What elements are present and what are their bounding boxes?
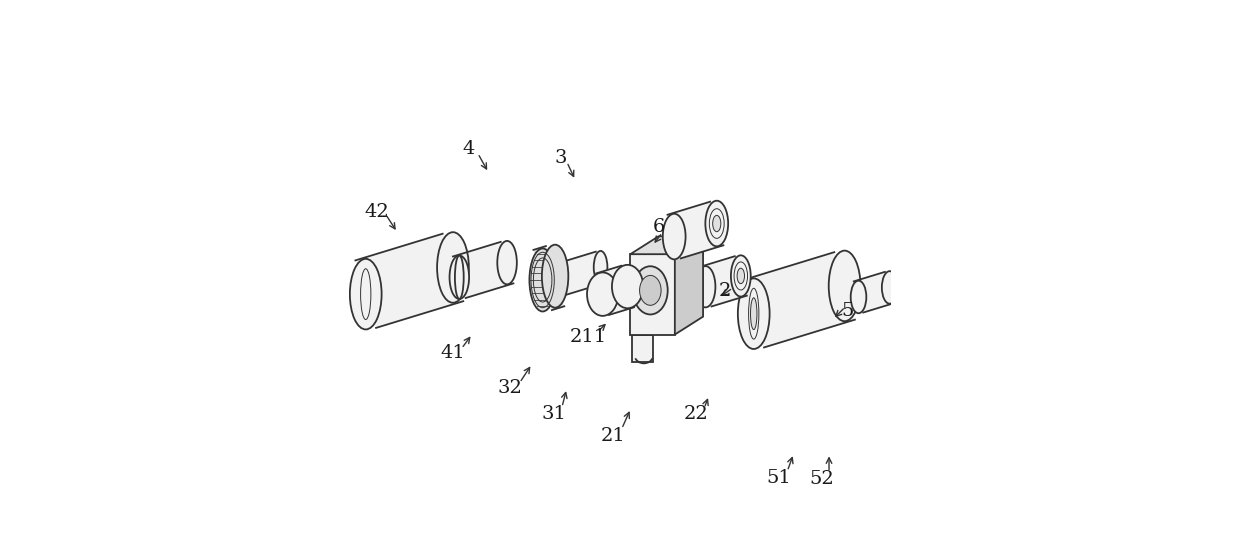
Text: 6: 6	[653, 218, 666, 236]
Ellipse shape	[640, 275, 661, 305]
Polygon shape	[667, 202, 723, 258]
Ellipse shape	[738, 279, 770, 349]
Text: 52: 52	[810, 470, 835, 488]
Ellipse shape	[529, 249, 556, 311]
Ellipse shape	[632, 266, 667, 315]
Ellipse shape	[662, 214, 686, 259]
Polygon shape	[632, 332, 657, 335]
Text: 22: 22	[683, 405, 708, 423]
Polygon shape	[596, 266, 634, 315]
Ellipse shape	[713, 216, 720, 232]
Ellipse shape	[696, 266, 715, 307]
Ellipse shape	[828, 250, 861, 321]
Text: 42: 42	[365, 203, 389, 221]
Ellipse shape	[734, 262, 748, 290]
Ellipse shape	[737, 268, 744, 284]
Ellipse shape	[851, 281, 867, 313]
Text: 2: 2	[719, 281, 732, 300]
Polygon shape	[630, 254, 675, 335]
Ellipse shape	[436, 232, 469, 302]
Ellipse shape	[455, 255, 464, 299]
Polygon shape	[533, 246, 564, 310]
Ellipse shape	[730, 255, 750, 296]
Ellipse shape	[611, 265, 644, 308]
Ellipse shape	[542, 245, 568, 307]
Ellipse shape	[706, 201, 728, 247]
Polygon shape	[453, 242, 513, 298]
Text: 21: 21	[601, 427, 626, 444]
Text: 5: 5	[842, 302, 854, 320]
Ellipse shape	[587, 273, 619, 316]
Text: 41: 41	[440, 344, 465, 362]
Ellipse shape	[749, 288, 759, 339]
Polygon shape	[630, 236, 703, 254]
Text: 51: 51	[766, 469, 791, 487]
Text: 32: 32	[498, 379, 523, 397]
Ellipse shape	[497, 241, 517, 284]
Polygon shape	[744, 252, 854, 347]
Polygon shape	[854, 272, 894, 312]
Ellipse shape	[551, 264, 565, 296]
Polygon shape	[632, 335, 653, 362]
Ellipse shape	[361, 269, 371, 320]
Text: 4: 4	[463, 140, 475, 158]
Text: 31: 31	[542, 405, 567, 423]
Ellipse shape	[750, 298, 756, 330]
Polygon shape	[356, 234, 464, 328]
Ellipse shape	[450, 255, 469, 299]
Polygon shape	[553, 252, 605, 296]
Ellipse shape	[594, 251, 608, 284]
Polygon shape	[699, 256, 746, 306]
Ellipse shape	[709, 209, 724, 238]
Ellipse shape	[882, 271, 898, 304]
Text: 3: 3	[554, 148, 567, 167]
Text: 211: 211	[570, 328, 608, 346]
Ellipse shape	[350, 259, 382, 330]
Polygon shape	[675, 236, 703, 335]
